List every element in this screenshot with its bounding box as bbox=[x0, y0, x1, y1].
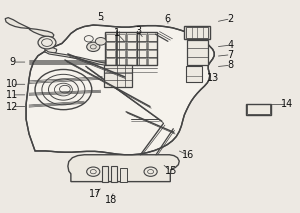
Bar bbox=[137, 42, 146, 49]
Bar bbox=[104, 65, 132, 88]
Bar bbox=[186, 27, 208, 38]
Bar bbox=[127, 42, 136, 49]
Text: 9: 9 bbox=[10, 57, 16, 67]
Bar bbox=[116, 58, 125, 65]
Bar bbox=[184, 26, 210, 39]
Bar bbox=[137, 50, 146, 57]
Text: 2: 2 bbox=[227, 14, 234, 24]
Text: 15: 15 bbox=[165, 166, 177, 176]
Text: 5: 5 bbox=[98, 12, 104, 22]
Text: 1: 1 bbox=[114, 29, 120, 39]
Bar bbox=[106, 42, 115, 49]
Bar bbox=[127, 58, 136, 65]
Bar bbox=[148, 58, 157, 65]
Bar bbox=[116, 34, 125, 41]
Bar bbox=[106, 58, 115, 65]
Text: 16: 16 bbox=[182, 150, 194, 160]
Text: 11: 11 bbox=[6, 90, 18, 100]
Text: 7: 7 bbox=[227, 50, 234, 60]
Text: 8: 8 bbox=[228, 60, 234, 70]
Bar bbox=[148, 34, 157, 41]
Text: 18: 18 bbox=[104, 195, 117, 205]
Polygon shape bbox=[29, 29, 54, 37]
Text: 13: 13 bbox=[207, 73, 219, 83]
Bar bbox=[111, 166, 117, 182]
Bar bbox=[106, 34, 115, 41]
Polygon shape bbox=[26, 25, 214, 155]
Polygon shape bbox=[45, 47, 57, 54]
Bar bbox=[127, 50, 136, 57]
Text: 12: 12 bbox=[6, 102, 18, 111]
Bar bbox=[106, 50, 115, 57]
Text: 3: 3 bbox=[135, 26, 141, 36]
Circle shape bbox=[95, 37, 106, 45]
Text: 14: 14 bbox=[281, 99, 293, 109]
Polygon shape bbox=[5, 18, 31, 29]
Bar bbox=[187, 40, 208, 65]
Bar bbox=[137, 34, 146, 41]
Bar bbox=[102, 166, 108, 182]
Bar bbox=[246, 104, 271, 115]
Bar bbox=[116, 50, 125, 57]
Bar bbox=[148, 50, 157, 57]
Bar bbox=[105, 32, 158, 65]
Text: 17: 17 bbox=[88, 189, 101, 199]
Bar bbox=[247, 104, 270, 114]
Circle shape bbox=[87, 42, 100, 52]
Text: 6: 6 bbox=[165, 14, 171, 24]
Bar bbox=[120, 168, 127, 182]
Bar bbox=[186, 66, 202, 82]
Bar bbox=[127, 34, 136, 41]
Text: 4: 4 bbox=[228, 40, 234, 50]
Polygon shape bbox=[45, 50, 105, 65]
Text: 10: 10 bbox=[6, 79, 18, 89]
Circle shape bbox=[38, 36, 56, 49]
Bar bbox=[148, 42, 157, 49]
Bar bbox=[137, 58, 146, 65]
Polygon shape bbox=[68, 155, 179, 182]
Bar bbox=[116, 42, 125, 49]
